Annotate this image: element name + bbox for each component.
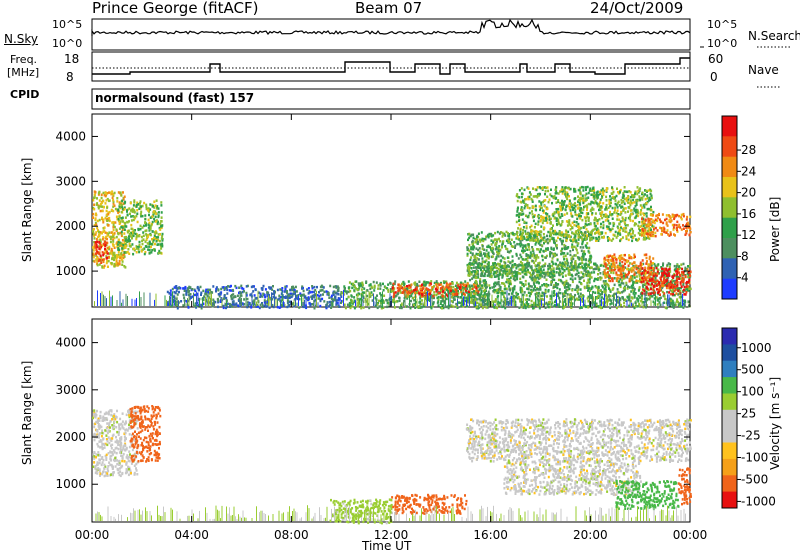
power-colorbar-segment (722, 136, 737, 158)
power-colorbar-segment (722, 156, 737, 178)
power-colorbar-segment (722, 177, 737, 198)
power-colorbar-segment (722, 278, 737, 300)
power-echo-region (116, 199, 164, 256)
nsearch-tick-top: 10^5 (707, 18, 738, 31)
velocity-colorbar-segment (722, 393, 737, 411)
power-echo-region (640, 212, 692, 238)
power-y-tick-label: 2000 (55, 219, 86, 233)
power-colorbar-tick-label: 24 (741, 164, 756, 178)
power-colorbar-segment (722, 116, 737, 137)
velocity-panel-frame (91, 318, 691, 523)
power-echo-region (391, 282, 480, 298)
x-axis-label: Time UT (362, 539, 412, 553)
cpid-label: CPID (10, 88, 40, 101)
nsky-tick-bottom: 10^0 (52, 37, 83, 50)
cpid-strip (91, 88, 691, 110)
power-colorbar-segment (722, 217, 737, 239)
power-colorbar-segment (722, 238, 737, 259)
cpid-value: normalsound (fast) 157 (95, 91, 255, 105)
station-title: Prince George (fitACF) (92, 0, 259, 17)
velocity-y-tick-label: 2000 (55, 430, 86, 444)
velocity-colorbar-segment (722, 442, 737, 460)
velocity-y-tick-label: 4000 (55, 336, 86, 350)
power-echo-region (515, 185, 655, 243)
velocity-y-tick-label: 3000 (55, 383, 86, 397)
x-tick-label: 04:00 (174, 528, 209, 542)
velocity-echo-region (465, 418, 692, 463)
velocity-colorbar-tick-label: 1000 (741, 341, 772, 355)
velocity-colorbar-segment (722, 409, 737, 427)
velocity-colorbar-tick-label: -1000 (741, 494, 776, 508)
power-colorbar-tick-label: 28 (741, 143, 756, 157)
velocity-colorbar-segment (722, 458, 737, 476)
velocity-echo-region (677, 467, 692, 506)
velocity-y-tick-label: 1000 (55, 477, 86, 491)
power-colorbar-tick-label: 4 (741, 271, 749, 285)
nsky-trace (91, 18, 691, 36)
power-echo-region (94, 240, 109, 264)
power-colorbar-tick-label: 16 (741, 207, 756, 221)
x-tick-label: 12:00 (374, 528, 409, 542)
freq-tick-top: 18 (64, 52, 80, 66)
velocity-echo-region (92, 408, 139, 478)
velocity-colorbar-tick-label: -25 (741, 429, 761, 443)
nsearch-tick-bottom: 10^0 (707, 37, 738, 50)
power-ground-scatter (94, 290, 685, 306)
velocity-ground-scatter (95, 505, 686, 521)
x-tick-label: 16:00 (473, 528, 508, 542)
velocity-colorbar-tick-label: -500 (741, 472, 768, 486)
velocity-colorbar-tick-label: 500 (741, 363, 764, 377)
power-colorbar-frame (721, 115, 738, 300)
velocity-echo-region (391, 493, 468, 515)
nsky-tick-top: 10^5 (52, 18, 83, 31)
velocity-colorbar-tick-label: -100 (741, 451, 768, 465)
beam-label: Beam 07 (355, 0, 423, 17)
power-y-tick-label: 1000 (55, 264, 86, 278)
velocity-colorbar-tick-label: 25 (741, 407, 756, 421)
velocity-colorbar-segment (722, 360, 737, 378)
power-y-tick-label: 3000 (55, 174, 86, 188)
velocity-echo-region (129, 405, 162, 463)
velocity-colorbar-segment (722, 328, 737, 345)
x-tick-label: 08:00 (274, 528, 309, 542)
x-tick-label: 00:00 (75, 528, 110, 542)
freq-panel-frame (91, 51, 691, 82)
velocity-colorbar-segment (722, 377, 737, 394)
velocity-colorbar-segment (722, 426, 737, 444)
nave-tick-bottom: 0 (710, 70, 718, 84)
power-echo-region (640, 266, 692, 296)
velocity-colorbar-segment (722, 491, 737, 509)
date-label: 24/Oct/2009 (590, 0, 684, 17)
power-colorbar-tick-label: 12 (741, 228, 756, 242)
nave-label: Nave (748, 63, 779, 77)
velocity-colorbar-frame (721, 327, 738, 509)
power-colorbar-segment (722, 197, 737, 219)
power-colorbar-tick-label: 20 (741, 186, 756, 200)
freq-tick-bottom: 8 (66, 70, 74, 84)
x-tick-label: 20:00 (573, 528, 608, 542)
velocity-echo-region (615, 479, 680, 511)
nsky-panel-frame (91, 18, 691, 51)
power-echo-region (166, 284, 343, 310)
nsky-label: N.Sky (4, 32, 39, 46)
power-colorbar-segment (722, 258, 737, 280)
freq-label: Freq. (10, 53, 38, 66)
freq-trace (92, 57, 690, 75)
x-tick-label: 00:00 (673, 528, 708, 542)
freq-unit-label: [MHz] (7, 66, 40, 79)
nsearch-label: N.Search (748, 29, 800, 43)
velocity-colorbar-tick-label: 100 (741, 385, 764, 399)
nave-tick-top: 60 (708, 52, 724, 66)
power-colorbar-tick-label: 8 (741, 249, 749, 263)
power-y-tick-label: 4000 (55, 129, 86, 143)
velocity-colorbar-segment (722, 344, 737, 362)
velocity-colorbar-segment (722, 475, 737, 493)
